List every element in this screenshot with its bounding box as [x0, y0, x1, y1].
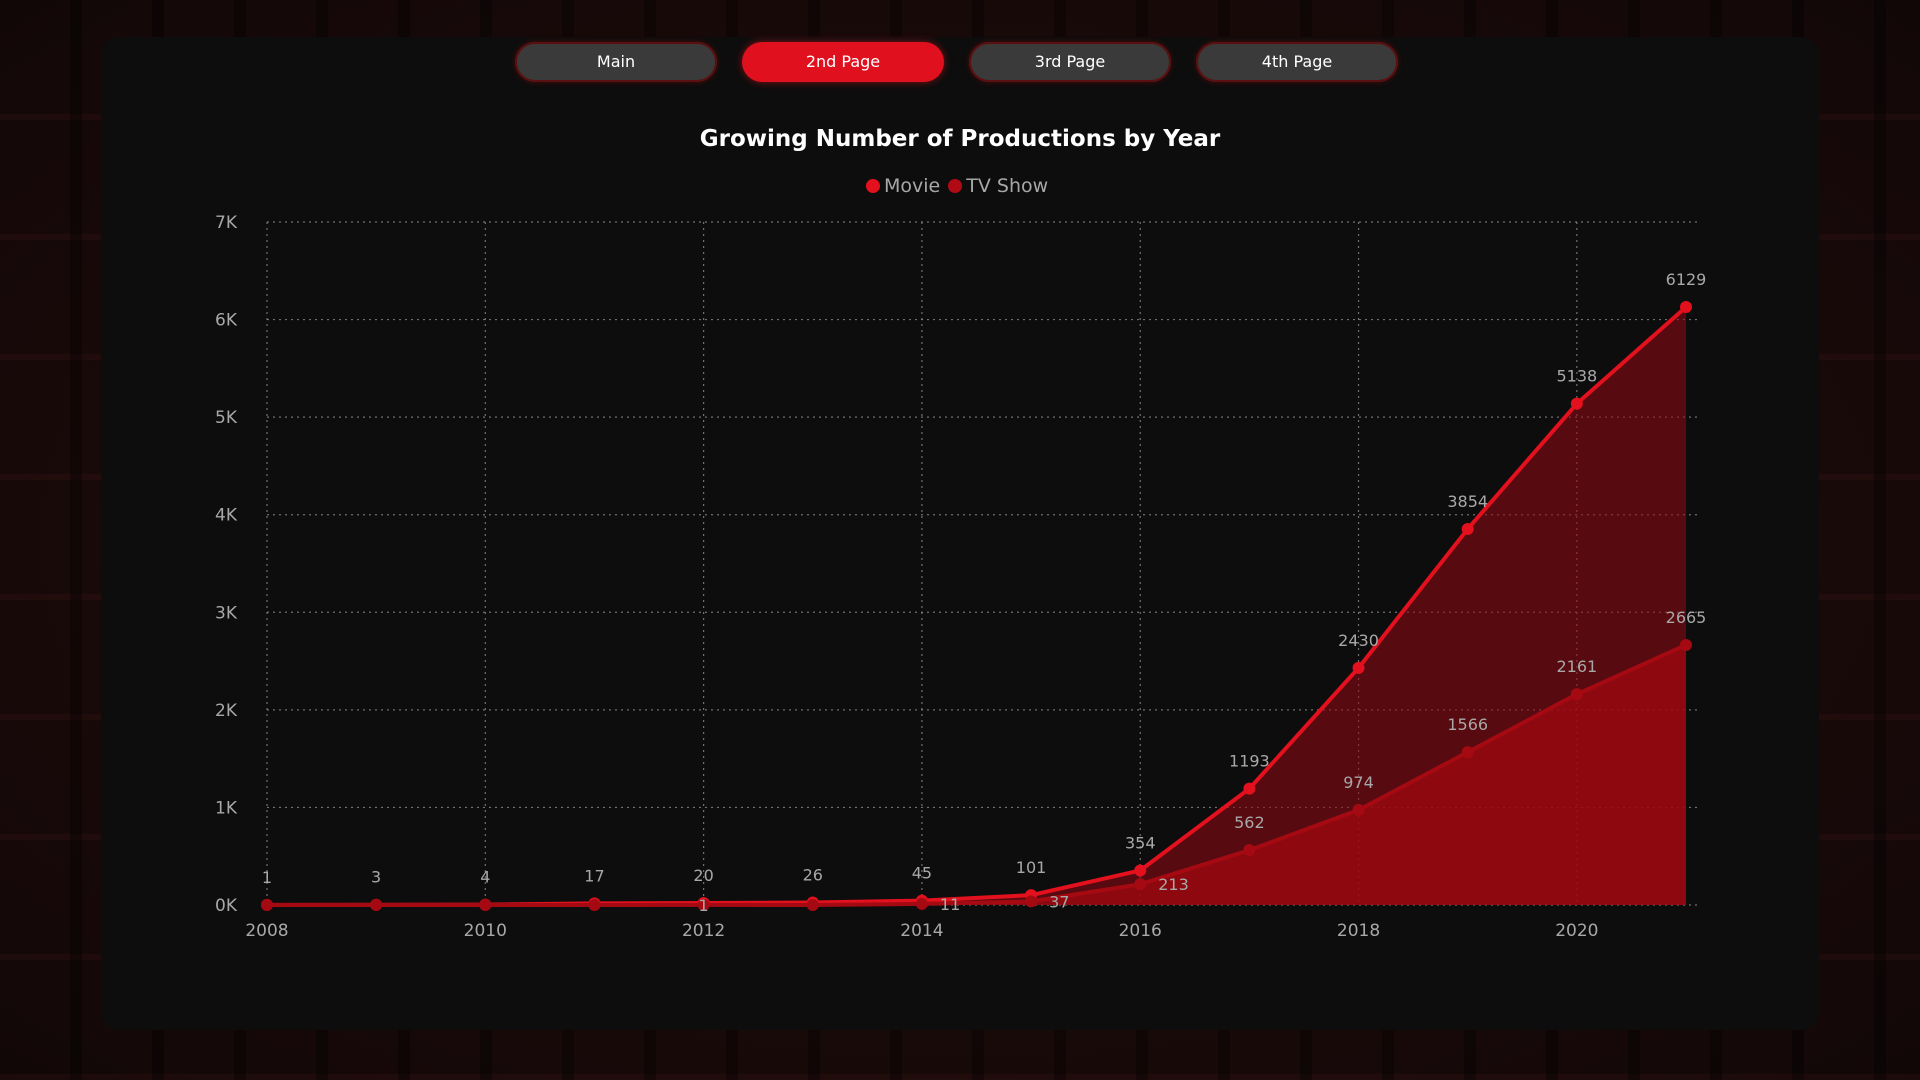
- tab-4th-page[interactable]: 4th Page: [1196, 42, 1398, 82]
- data-label-tv-show: 2665: [1666, 608, 1707, 627]
- data-label-tv-show: 213: [1158, 875, 1189, 894]
- point-tv-show: [370, 899, 383, 911]
- point-movie: [1243, 782, 1256, 795]
- x-tick-label: 2018: [1337, 921, 1380, 941]
- legend-marker-movie: [866, 179, 880, 193]
- point-movie: [1570, 397, 1583, 410]
- data-label-movie: 3: [371, 868, 381, 887]
- line-tv-show: [267, 643, 1687, 907]
- y-tick-label: 3K: [215, 603, 238, 623]
- point-tv-show: [1680, 638, 1692, 651]
- x-tick-label: 2016: [1119, 921, 1162, 941]
- data-label-tv-show: 11: [940, 895, 960, 914]
- point-tv-show: [588, 899, 601, 911]
- data-label-tv-show: 2161: [1556, 657, 1597, 676]
- y-tick-label: 1K: [215, 798, 238, 818]
- data-label-movie: 3854: [1447, 492, 1488, 511]
- y-tick-label: 0K: [215, 896, 238, 916]
- point-movie: [1680, 300, 1692, 313]
- data-label-movie: 4: [480, 868, 490, 887]
- legend-item-tv-show[interactable]: TV Show: [948, 175, 1048, 197]
- y-tick-label: 7K: [215, 213, 238, 233]
- tab-main[interactable]: Main: [515, 42, 717, 82]
- data-label-tv-show: 974: [1343, 773, 1374, 792]
- y-tick-label: 4K: [215, 506, 238, 526]
- data-label-movie: 17: [584, 866, 604, 885]
- data-label-movie: 26: [803, 865, 823, 884]
- data-label-movie: 354: [1125, 833, 1156, 852]
- y-tick-label: 2K: [215, 701, 238, 721]
- point-tv-show: [915, 897, 928, 910]
- data-label-movie: 5138: [1556, 367, 1597, 386]
- x-tick-label: 2020: [1555, 921, 1598, 941]
- point-tv-show: [479, 899, 492, 911]
- point-movie: [1134, 864, 1147, 877]
- point-tv-show: [1352, 803, 1365, 816]
- point-tv-show: [1570, 688, 1583, 701]
- point-movie: [1461, 522, 1474, 535]
- y-tick-label: 6K: [215, 311, 238, 331]
- legend-item-movie[interactable]: Movie: [866, 175, 940, 197]
- chart-title: Growing Number of Productions by Year: [699, 126, 1221, 152]
- data-label-movie: 45: [912, 864, 932, 883]
- data-label-movie: 20: [693, 866, 713, 885]
- point-tv-show: [261, 899, 273, 911]
- data-label-movie: 101: [1016, 858, 1047, 877]
- x-tick-label: 2014: [900, 921, 943, 941]
- point-tv-show: [1134, 878, 1147, 891]
- point-tv-show: [806, 899, 819, 911]
- legend-label-tv-show: TV Show: [966, 175, 1049, 197]
- tab-3rd-page[interactable]: 3rd Page: [969, 42, 1171, 82]
- data-label-movie: 1: [262, 868, 272, 887]
- point-tv-show: [1461, 746, 1474, 759]
- legend-label-movie: Movie: [884, 175, 941, 197]
- data-label-movie: 2430: [1338, 631, 1379, 650]
- tab-2nd-page[interactable]: 2nd Page: [742, 42, 944, 82]
- data-label-tv-show: 562: [1234, 813, 1265, 832]
- point-tv-show: [697, 898, 710, 911]
- data-label-movie: 6129: [1666, 270, 1707, 289]
- chart-legend: Movie TV Show: [866, 175, 1056, 197]
- data-label-tv-show: 1: [699, 896, 709, 915]
- x-tick-label: 2012: [682, 921, 725, 941]
- area-tv-show: [267, 644, 1686, 905]
- y-tick-label: 5K: [215, 408, 238, 428]
- area-movie: [267, 306, 1686, 905]
- point-movie: [1352, 661, 1365, 674]
- data-label-tv-show: 1566: [1447, 715, 1488, 734]
- data-label-tv-show: 37: [1049, 892, 1069, 911]
- data-label-movie: 1193: [1229, 752, 1270, 771]
- x-tick-label: 2008: [245, 921, 288, 941]
- point-tv-show: [1025, 895, 1038, 908]
- point-tv-show: [1243, 844, 1256, 857]
- legend-marker-tv-show: [948, 179, 963, 193]
- x-tick-label: 2010: [464, 921, 507, 941]
